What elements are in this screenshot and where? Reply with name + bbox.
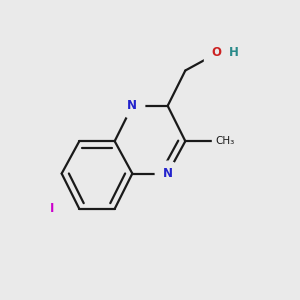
Text: O: O [211, 46, 221, 59]
Text: I: I [50, 202, 54, 215]
Bar [205, 41, 246, 64]
Circle shape [120, 94, 145, 118]
Circle shape [155, 161, 180, 186]
Circle shape [41, 198, 63, 220]
Bar [212, 131, 241, 152]
Text: N: N [127, 99, 137, 112]
Text: N: N [163, 167, 173, 180]
Text: H: H [229, 46, 239, 59]
Text: CH₃: CH₃ [215, 136, 235, 146]
